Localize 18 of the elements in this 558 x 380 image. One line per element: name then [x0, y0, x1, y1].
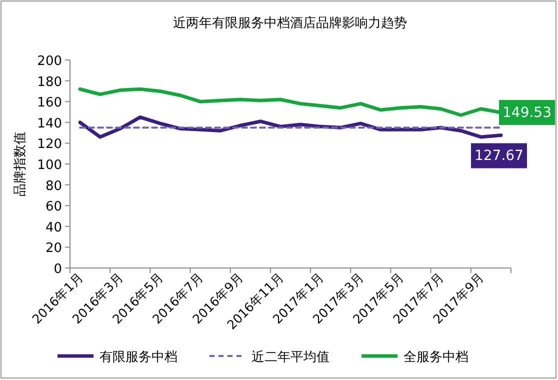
- y-tick-label: 80: [45, 178, 62, 194]
- legend-label: 全服务中档: [404, 350, 468, 365]
- y-tick-label: 60: [45, 200, 62, 215]
- y-tick-label: 200: [37, 54, 62, 69]
- y-tick-label: 40: [45, 220, 62, 236]
- data-label: 149.53: [502, 104, 552, 121]
- y-tick-label: 120: [37, 137, 62, 152]
- y-axis-title: 品牌指数值: [13, 132, 28, 196]
- y-tick-label: 100: [37, 158, 62, 173]
- y-tick-label: 0: [54, 262, 62, 277]
- y-tick-label: 180: [37, 74, 62, 90]
- y-tick-label: 140: [37, 116, 62, 132]
- legend-label: 近二年平均值: [252, 350, 330, 365]
- legend-label: 有限服务中档: [100, 350, 178, 365]
- y-tick-label: 160: [37, 96, 62, 111]
- data-label: 127.67: [474, 148, 524, 164]
- y-tick-label: 20: [45, 241, 62, 256]
- chart-title: 近两年有限服务中档酒店品牌影响力趋势: [173, 15, 407, 31]
